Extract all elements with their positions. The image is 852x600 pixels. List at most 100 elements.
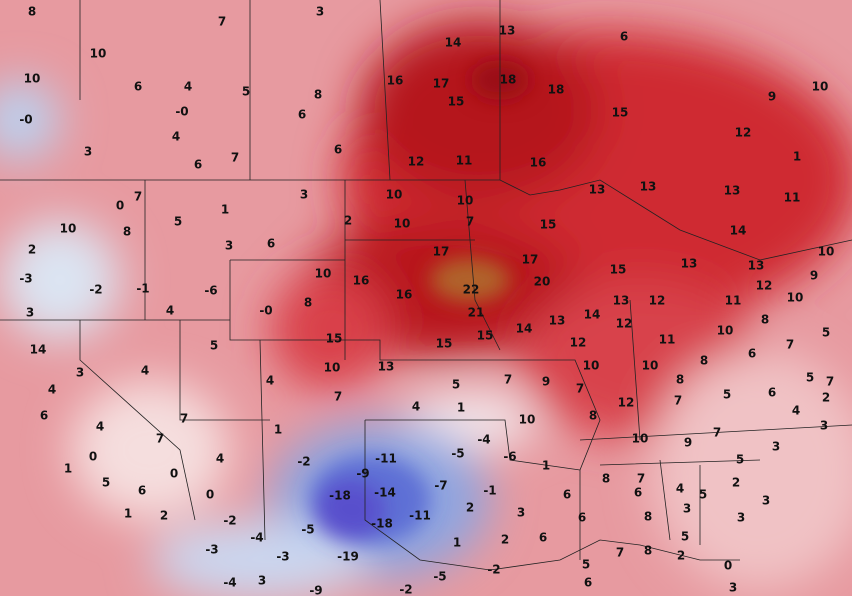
anomaly-label: 10 xyxy=(818,245,835,259)
anomaly-label: 15 xyxy=(436,337,453,351)
anomaly-label: 2 xyxy=(822,391,830,405)
anomaly-label: 8 xyxy=(304,296,312,310)
anomaly-label: 15 xyxy=(540,218,557,232)
anomaly-label: 7 xyxy=(466,215,474,229)
anomaly-label: 3 xyxy=(316,5,324,19)
anomaly-label: 8 xyxy=(676,373,684,387)
anomaly-label: 15 xyxy=(326,332,343,346)
anomaly-label: 7 xyxy=(504,373,512,387)
anomaly-label: 0 xyxy=(89,450,97,464)
anomaly-label: 10 xyxy=(315,267,332,281)
anomaly-label: 0 xyxy=(170,467,178,481)
anomaly-label: 2 xyxy=(732,476,740,490)
anomaly-label: 22 xyxy=(463,283,480,297)
anomaly-label: 10 xyxy=(90,47,107,61)
anomaly-label: -11 xyxy=(375,452,397,466)
anomaly-label: 5 xyxy=(210,339,218,353)
anomaly-label: -3 xyxy=(276,550,289,564)
anomaly-label: 7 xyxy=(786,338,794,352)
anomaly-label: -11 xyxy=(409,509,431,523)
anomaly-label: 7 xyxy=(637,472,645,486)
anomaly-label: 13 xyxy=(681,257,698,271)
anomaly-label: 14 xyxy=(30,343,47,357)
anomaly-label: 11 xyxy=(456,154,473,168)
anomaly-label: 6 xyxy=(267,237,275,251)
anomaly-label: 4 xyxy=(184,80,192,94)
anomaly-label: 3 xyxy=(772,440,780,454)
anomaly-label: 6 xyxy=(134,80,142,94)
anomaly-label: 4 xyxy=(216,452,224,466)
anomaly-label: 12 xyxy=(408,155,425,169)
anomaly-label: 1 xyxy=(453,536,461,550)
anomaly-label: 9 xyxy=(684,436,692,450)
anomaly-label: 18 xyxy=(500,73,517,87)
anomaly-label: -2 xyxy=(89,283,102,297)
anomaly-label: 3 xyxy=(737,511,745,525)
anomaly-label: 12 xyxy=(735,126,752,140)
anomaly-label: 0 xyxy=(724,559,732,573)
anomaly-label: 14 xyxy=(584,308,601,322)
anomaly-label: 7 xyxy=(231,151,239,165)
anomaly-label: 8 xyxy=(589,409,597,423)
anomaly-label: 13 xyxy=(748,259,765,273)
anomaly-label: -0 xyxy=(19,113,32,127)
anomaly-label: 9 xyxy=(810,269,818,283)
anomaly-label: -0 xyxy=(175,105,188,119)
anomaly-label: 8 xyxy=(28,5,36,19)
anomaly-label: 3 xyxy=(26,306,34,320)
anomaly-label: -1 xyxy=(483,484,496,498)
anomaly-label: 10 xyxy=(519,413,536,427)
anomaly-label: 7 xyxy=(616,546,624,560)
anomaly-label: 11 xyxy=(725,294,742,308)
anomaly-label: 10 xyxy=(787,291,804,305)
anomaly-label: 6 xyxy=(584,576,592,590)
anomaly-label: 5 xyxy=(822,326,830,340)
anomaly-label: -2 xyxy=(487,563,500,577)
anomaly-label: 15 xyxy=(448,95,465,109)
anomaly-label: 6 xyxy=(298,108,306,122)
anomaly-label: 13 xyxy=(499,24,516,38)
anomaly-label: 7 xyxy=(156,432,164,446)
anomaly-label: 7 xyxy=(218,15,226,29)
anomaly-label: 1 xyxy=(64,462,72,476)
anomaly-label: 4 xyxy=(141,364,149,378)
anomaly-label: -18 xyxy=(329,489,351,503)
anomaly-label: 14 xyxy=(445,36,462,50)
anomaly-label: 3 xyxy=(84,145,92,159)
anomaly-label: 2 xyxy=(501,533,509,547)
anomaly-label: 10 xyxy=(60,222,77,236)
anomaly-label: -2 xyxy=(297,455,310,469)
anomaly-label: 4 xyxy=(96,420,104,434)
anomaly-label: 3 xyxy=(729,581,737,595)
anomaly-label: 0 xyxy=(116,199,124,213)
anomaly-label: -9 xyxy=(356,467,369,481)
anomaly-label: 15 xyxy=(610,263,627,277)
anomaly-label: 1 xyxy=(124,507,132,521)
anomaly-label: 11 xyxy=(659,333,676,347)
anomaly-label: 1 xyxy=(542,459,550,473)
anomaly-label: 6 xyxy=(634,486,642,500)
anomaly-label: 8 xyxy=(602,472,610,486)
anomaly-label: -2 xyxy=(223,514,236,528)
anomaly-label: 15 xyxy=(477,329,494,343)
borders xyxy=(0,0,852,571)
anomaly-label: 10 xyxy=(386,188,403,202)
anomaly-label: 5 xyxy=(806,371,814,385)
anomaly-label: 1 xyxy=(274,423,282,437)
anomaly-label: 4 xyxy=(266,374,274,388)
anomaly-label: 6 xyxy=(138,484,146,498)
anomaly-label: 2 xyxy=(28,243,36,257)
anomaly-label: 7 xyxy=(674,394,682,408)
anomaly-label: -5 xyxy=(301,523,314,537)
anomaly-label: -6 xyxy=(503,450,516,464)
anomaly-label: 7 xyxy=(134,190,142,204)
anomaly-label: -7 xyxy=(434,479,447,493)
anomaly-label: 15 xyxy=(612,106,629,120)
anomaly-label: 1 xyxy=(221,203,229,217)
anomaly-label: 6 xyxy=(194,158,202,172)
anomaly-label: 10 xyxy=(24,72,41,86)
anomaly-label: 13 xyxy=(724,184,741,198)
anomaly-label: 10 xyxy=(717,324,734,338)
anomaly-label: 7 xyxy=(713,426,721,440)
